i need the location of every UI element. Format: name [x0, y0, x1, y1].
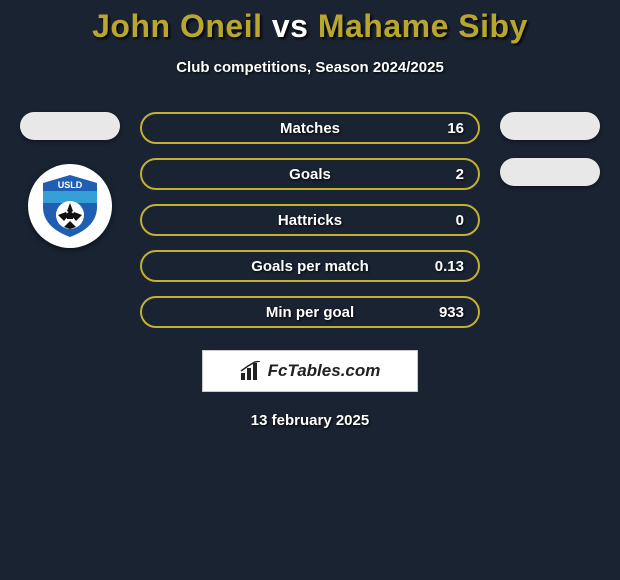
left-player-column: USLD	[20, 112, 120, 248]
bar-chart-icon	[240, 361, 262, 381]
stat-value-right: 933	[439, 304, 464, 321]
stat-row: Goals 2	[140, 158, 480, 190]
vs-text: vs	[272, 8, 309, 44]
player2-pill-2	[500, 158, 600, 186]
stat-value-right: 0	[456, 212, 464, 229]
stat-row: Min per goal 933	[140, 296, 480, 328]
club-abbr: USLD	[58, 180, 83, 190]
right-player-column	[500, 112, 600, 186]
player2-name: Mahame Siby	[318, 8, 528, 44]
stat-label: Matches	[280, 120, 340, 137]
stat-label: Goals per match	[251, 258, 369, 275]
stat-row: Goals per match 0.13	[140, 250, 480, 282]
club-logo: USLD	[37, 173, 103, 239]
player1-pill	[20, 112, 120, 140]
stat-label: Min per goal	[266, 304, 354, 321]
stat-value-right: 16	[447, 120, 464, 137]
footer-date: 13 february 2025	[0, 412, 620, 429]
infographic-root: John Oneil vs Mahame Siby Club competiti…	[0, 0, 620, 429]
stat-label: Goals	[289, 166, 331, 183]
stat-label: Hattricks	[278, 212, 342, 229]
stat-value-right: 2	[456, 166, 464, 183]
stat-value-right: 0.13	[435, 258, 464, 275]
subtitle: Club competitions, Season 2024/2025	[0, 59, 620, 76]
title: John Oneil vs Mahame Siby	[0, 8, 620, 45]
main-area: USLD Matches 16 Goals 2 Hattricks 0 Goals per …	[0, 112, 620, 328]
brand-text: FcTables.com	[268, 361, 381, 381]
stat-row: Hattricks 0	[140, 204, 480, 236]
player1-club-badge: USLD	[28, 164, 112, 248]
shield-icon: USLD	[37, 173, 103, 239]
player2-pill-1	[500, 112, 600, 140]
stat-row: Matches 16	[140, 112, 480, 144]
stats-table: Matches 16 Goals 2 Hattricks 0 Goals per match…	[140, 112, 480, 328]
brand-box[interactable]: FcTables.com	[202, 350, 418, 392]
player1-name: John Oneil	[92, 8, 262, 44]
